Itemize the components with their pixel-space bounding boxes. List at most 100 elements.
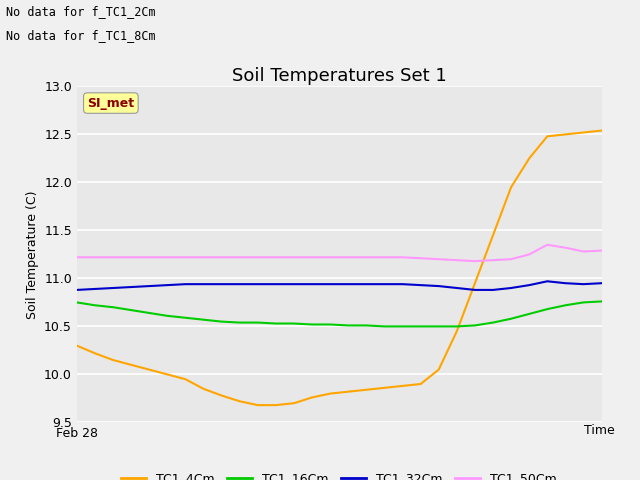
Text: No data for f_TC1_2Cm: No data for f_TC1_2Cm: [6, 5, 156, 18]
TC1_16Cm: [109, 304, 117, 310]
TC1_16Cm: [435, 324, 443, 329]
TC1_32Cm: [200, 281, 207, 287]
TC1_32Cm: [344, 281, 352, 287]
Line: TC1_4Cm: TC1_4Cm: [77, 131, 602, 405]
TC1_4Cm: [218, 393, 225, 398]
TC1_50Cm: [471, 258, 479, 264]
TC1_50Cm: [163, 254, 171, 260]
TC1_32Cm: [543, 278, 551, 284]
TC1_4Cm: [236, 398, 243, 404]
TC1_16Cm: [73, 300, 81, 305]
TC1_16Cm: [453, 324, 461, 329]
TC1_32Cm: [326, 281, 334, 287]
TC1_32Cm: [525, 282, 533, 288]
TC1_16Cm: [381, 324, 388, 329]
TC1_16Cm: [399, 324, 406, 329]
TC1_50Cm: [435, 256, 443, 262]
TC1_32Cm: [453, 285, 461, 291]
TC1_4Cm: [381, 385, 388, 391]
Legend: TC1_4Cm, TC1_16Cm, TC1_32Cm, TC1_50Cm: TC1_4Cm, TC1_16Cm, TC1_32Cm, TC1_50Cm: [116, 467, 562, 480]
TC1_50Cm: [598, 248, 605, 253]
TC1_4Cm: [145, 367, 153, 372]
TC1_50Cm: [362, 254, 370, 260]
TC1_16Cm: [308, 322, 316, 327]
TC1_32Cm: [218, 281, 225, 287]
TC1_16Cm: [561, 302, 569, 308]
TC1_50Cm: [145, 254, 153, 260]
TC1_32Cm: [73, 287, 81, 293]
TC1_32Cm: [580, 281, 588, 287]
TC1_32Cm: [508, 285, 515, 291]
TC1_32Cm: [435, 283, 443, 289]
TC1_16Cm: [489, 320, 497, 325]
TC1_32Cm: [417, 282, 424, 288]
TC1_16Cm: [254, 320, 262, 325]
TC1_4Cm: [453, 328, 461, 334]
TC1_16Cm: [326, 322, 334, 327]
TC1_16Cm: [417, 324, 424, 329]
TC1_4Cm: [182, 376, 189, 382]
TC1_32Cm: [145, 283, 153, 289]
TC1_4Cm: [127, 362, 135, 368]
TC1_4Cm: [163, 372, 171, 377]
TC1_32Cm: [489, 287, 497, 293]
TC1_4Cm: [543, 133, 551, 139]
TC1_16Cm: [182, 315, 189, 321]
TC1_32Cm: [127, 284, 135, 290]
TC1_32Cm: [399, 281, 406, 287]
TC1_4Cm: [417, 381, 424, 387]
Title: Soil Temperatures Set 1: Soil Temperatures Set 1: [232, 67, 447, 85]
TC1_32Cm: [236, 281, 243, 287]
TC1_32Cm: [362, 281, 370, 287]
TC1_16Cm: [163, 313, 171, 319]
TC1_16Cm: [272, 321, 280, 326]
TC1_4Cm: [362, 387, 370, 393]
Text: SI_met: SI_met: [87, 96, 134, 109]
TC1_16Cm: [145, 310, 153, 316]
TC1_32Cm: [91, 286, 99, 292]
TC1_50Cm: [417, 255, 424, 261]
TC1_4Cm: [290, 400, 298, 406]
TC1_50Cm: [580, 249, 588, 254]
TC1_50Cm: [399, 254, 406, 260]
TC1_4Cm: [399, 383, 406, 389]
TC1_32Cm: [308, 281, 316, 287]
TC1_4Cm: [326, 391, 334, 396]
TC1_4Cm: [561, 132, 569, 137]
TC1_16Cm: [580, 300, 588, 305]
TC1_16Cm: [290, 321, 298, 326]
TC1_16Cm: [127, 307, 135, 313]
TC1_16Cm: [200, 317, 207, 323]
TC1_50Cm: [218, 254, 225, 260]
TC1_16Cm: [471, 323, 479, 328]
TC1_50Cm: [236, 254, 243, 260]
TC1_4Cm: [73, 343, 81, 348]
TC1_4Cm: [254, 402, 262, 408]
TC1_32Cm: [561, 280, 569, 286]
TC1_50Cm: [254, 254, 262, 260]
TC1_16Cm: [543, 306, 551, 312]
TC1_16Cm: [525, 311, 533, 317]
Line: TC1_50Cm: TC1_50Cm: [77, 245, 602, 261]
TC1_50Cm: [109, 254, 117, 260]
TC1_50Cm: [127, 254, 135, 260]
TC1_16Cm: [508, 316, 515, 322]
TC1_32Cm: [381, 281, 388, 287]
TC1_16Cm: [91, 302, 99, 308]
TC1_50Cm: [73, 254, 81, 260]
TC1_32Cm: [109, 285, 117, 291]
Text: Time: Time: [584, 424, 614, 437]
TC1_16Cm: [598, 299, 605, 304]
Line: TC1_32Cm: TC1_32Cm: [77, 281, 602, 290]
TC1_4Cm: [525, 156, 533, 161]
TC1_16Cm: [344, 323, 352, 328]
TC1_4Cm: [580, 130, 588, 135]
TC1_4Cm: [435, 367, 443, 372]
TC1_50Cm: [381, 254, 388, 260]
TC1_4Cm: [109, 357, 117, 363]
TC1_50Cm: [561, 245, 569, 251]
TC1_32Cm: [272, 281, 280, 287]
TC1_32Cm: [182, 281, 189, 287]
TC1_50Cm: [489, 257, 497, 263]
TC1_32Cm: [290, 281, 298, 287]
